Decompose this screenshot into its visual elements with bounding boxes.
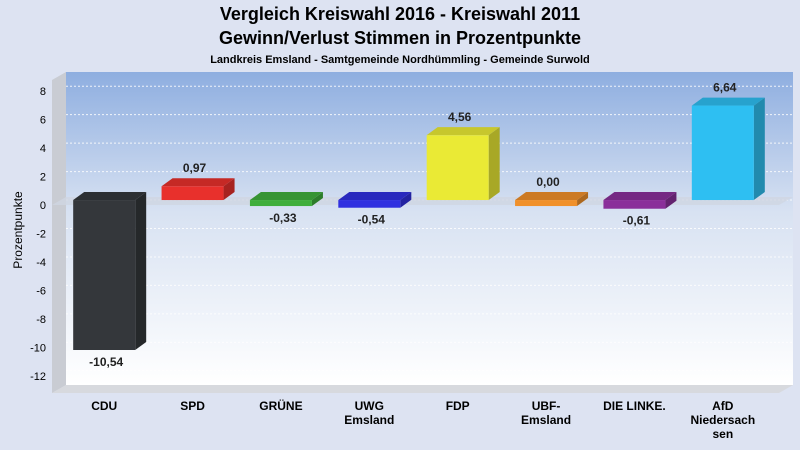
- x-tick-label: CDU: [91, 399, 117, 413]
- bar-front: [73, 200, 136, 351]
- bar: [426, 127, 500, 201]
- y-axis-label: Prozentpunkte: [11, 191, 25, 269]
- data-label: 4,56: [448, 110, 472, 124]
- bar-top: [73, 192, 147, 201]
- y-tick-label: -2: [36, 229, 46, 241]
- bar: [691, 97, 765, 201]
- bar: [249, 192, 323, 207]
- bar-front: [603, 200, 666, 209]
- x-tick-label: UBF-Emsland: [521, 399, 571, 427]
- bar-side: [577, 192, 589, 207]
- bar-top: [515, 192, 589, 201]
- x-tick-label: UWG Emsland: [344, 399, 394, 427]
- x-tick-label: AfD Niedersach sen: [690, 399, 755, 441]
- bar-side: [753, 97, 765, 201]
- x-tick-label: FDP: [446, 399, 470, 413]
- bar-side: [400, 192, 412, 208]
- data-label: 0,97: [183, 161, 207, 175]
- bar-front: [426, 135, 489, 201]
- bar-top: [691, 97, 765, 106]
- y-tick-label: 0: [40, 200, 46, 212]
- y-tick-label: 4: [40, 143, 46, 155]
- y-tick-label: 2: [40, 172, 46, 184]
- chart-side-wall: [52, 72, 66, 393]
- data-label: -0,61: [623, 214, 651, 228]
- chart-floor: [52, 385, 793, 393]
- y-tick-label: -10: [30, 342, 46, 354]
- chart-subtitle: Landkreis Emsland - Samtgemeinde Nordhüm…: [210, 54, 590, 66]
- data-label: 6,64: [713, 81, 737, 95]
- bar-front: [338, 200, 401, 208]
- bar-top: [338, 192, 412, 201]
- y-tick-label: -8: [36, 314, 46, 326]
- y-tick-label: 6: [40, 115, 46, 127]
- chart-title-line1: Vergleich Kreiswahl 2016 - Kreiswahl 201…: [219, 4, 581, 24]
- bar-front: [515, 200, 578, 207]
- data-label: -0,54: [358, 213, 386, 227]
- bar-front: [691, 105, 754, 201]
- chart-title-line2: Gewinn/Verlust Stimmen in Prozentpunkte: [218, 28, 582, 48]
- bar: [515, 192, 589, 207]
- bar-side: [488, 127, 500, 201]
- bar-top: [161, 178, 235, 187]
- bar-front: [161, 186, 224, 201]
- bar-side: [223, 178, 235, 201]
- bar-front: [249, 200, 312, 207]
- y-tick-label: -4: [36, 257, 46, 269]
- y-tick-label: 8: [40, 86, 46, 98]
- bar-top: [426, 127, 500, 136]
- bar-top: [603, 192, 677, 201]
- bar-side: [665, 192, 677, 209]
- bar-top: [249, 192, 323, 201]
- bar-side: [135, 192, 147, 351]
- data-label: -0,33: [269, 211, 297, 225]
- data-label: -10,54: [89, 355, 123, 369]
- data-label: 0,00: [536, 175, 560, 189]
- bar: [603, 192, 677, 209]
- x-tick-label: GRÜNE: [259, 398, 302, 413]
- bar: [161, 178, 235, 201]
- x-tick-label: DIE LINKE.: [603, 399, 666, 413]
- bar: [338, 192, 412, 208]
- y-tick-label: -6: [36, 285, 46, 297]
- bar: [73, 192, 147, 351]
- x-tick-label: SPD: [180, 399, 205, 413]
- y-tick-label: -12: [30, 371, 46, 383]
- bar-side: [311, 192, 323, 207]
